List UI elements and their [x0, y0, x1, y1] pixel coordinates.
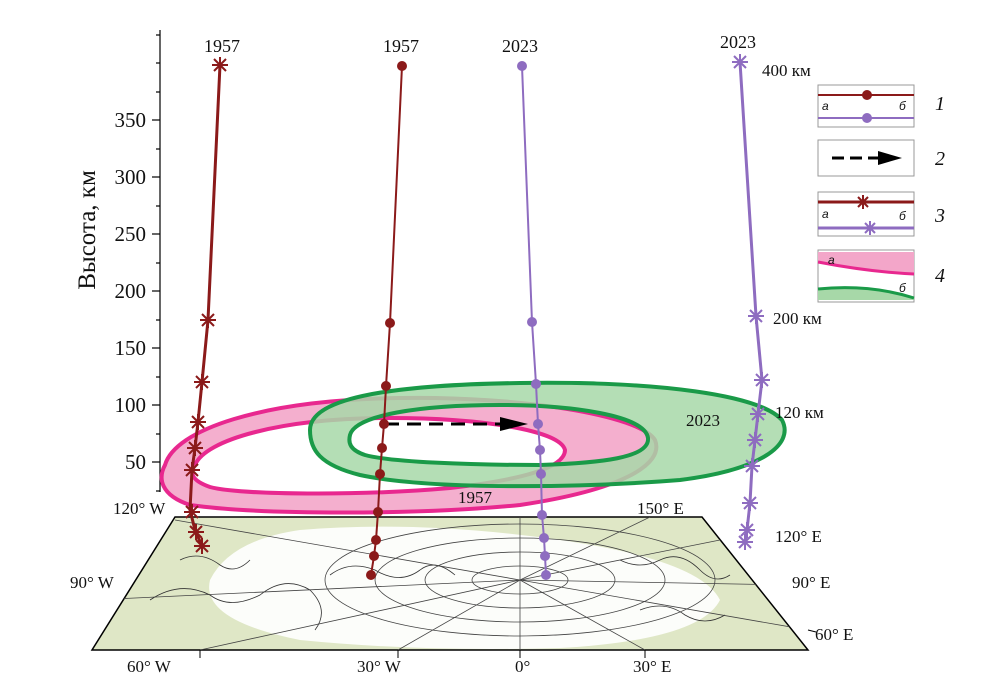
- legend-2-number: 2: [935, 148, 945, 170]
- green-oval-inner: [347, 402, 650, 468]
- green-oval-year-label: 2023: [686, 411, 720, 430]
- lon-label-120w: 120° W: [113, 499, 166, 518]
- legend-4-sub-b: б: [899, 281, 907, 295]
- lon-label-30w: 30° W: [357, 657, 402, 676]
- altitude-label-400: 400 км: [762, 61, 811, 80]
- lon-label-90e: 90° E: [792, 573, 830, 592]
- profile-2023-dot-line: [521, 65, 547, 576]
- y-axis-label: Высота, км: [74, 170, 101, 290]
- y-tick-100: 100: [115, 393, 147, 417]
- lon-label-60e: 60° E: [815, 625, 853, 644]
- y-axis: 50 100 150 200 250 300 350 Высота, км: [74, 30, 161, 492]
- lon-label-90w: 90° W: [70, 573, 115, 592]
- lon-label-120e: 120° E: [775, 527, 822, 546]
- pink-oval-fill: [161, 397, 657, 513]
- legend-item-3: а б 3: [817, 191, 945, 237]
- legend-4-number: 4: [935, 265, 945, 287]
- column-label-1: 1957: [204, 36, 240, 56]
- legend-item-1: а б 1: [817, 84, 945, 128]
- y-tick-300: 300: [115, 165, 147, 189]
- profile-2023-dot: [517, 61, 551, 580]
- map-edge-ticks: [199, 629, 817, 658]
- map-details: [92, 517, 808, 650]
- profile-2023-star-markers: [732, 54, 770, 550]
- profile-1957-star-markers: [184, 57, 228, 554]
- profile-2023-dot-markers: [517, 61, 551, 580]
- legend-item-4: а б 4: [817, 249, 945, 303]
- map-coastline-left: [149, 555, 322, 631]
- map-plane: [90, 516, 817, 658]
- y-tick-50: 50: [125, 450, 146, 474]
- lon-label-30e: 30° E: [633, 657, 671, 676]
- legend-3-sub-a: а: [822, 207, 829, 221]
- polar-grid: [92, 517, 808, 650]
- legend-3-number: 3: [934, 205, 945, 227]
- y-tick-250: 250: [115, 222, 147, 246]
- column-label-3: 2023: [502, 36, 538, 56]
- legend-1-sub-b: б: [899, 99, 907, 113]
- pink-oval-1957: [159, 395, 659, 515]
- legend-1-sub-a: а: [822, 99, 829, 113]
- profile-1957-star: [184, 57, 228, 554]
- y-tick-200: 200: [115, 279, 147, 303]
- profile-1957-dot-line: [370, 65, 403, 576]
- pink-oval-year-label: 1957: [458, 488, 493, 507]
- green-oval-outer: [307, 380, 787, 489]
- legend: а б 1 2 а б 3 а: [817, 84, 945, 303]
- profile-1957-dot-markers: [366, 61, 407, 580]
- green-oval-2023: [307, 380, 787, 489]
- legend-4-sub-a: а: [828, 253, 835, 267]
- green-oval-fill: [310, 382, 785, 487]
- y-tick-350: 350: [115, 108, 147, 132]
- legend-item-2: 2: [817, 139, 945, 177]
- profile-2023-star: [732, 54, 770, 550]
- lon-label-60w: 60° W: [127, 657, 172, 676]
- legend-1-number: 1: [935, 93, 945, 115]
- map-ocean: [209, 526, 720, 649]
- profile-1957-dot: [366, 61, 407, 580]
- y-tick-150: 150: [115, 336, 147, 360]
- altitude-label-120: 120 км: [775, 403, 824, 422]
- column-label-4: 2023: [720, 32, 756, 52]
- column-label-2: 1957: [383, 36, 419, 56]
- shift-arrow: [385, 417, 528, 431]
- altitude-label-200: 200 км: [773, 309, 822, 328]
- legend-3-sub-b: б: [899, 209, 907, 223]
- lon-label-150e: 150° E: [637, 499, 684, 518]
- lon-label-0: 0°: [515, 657, 530, 676]
